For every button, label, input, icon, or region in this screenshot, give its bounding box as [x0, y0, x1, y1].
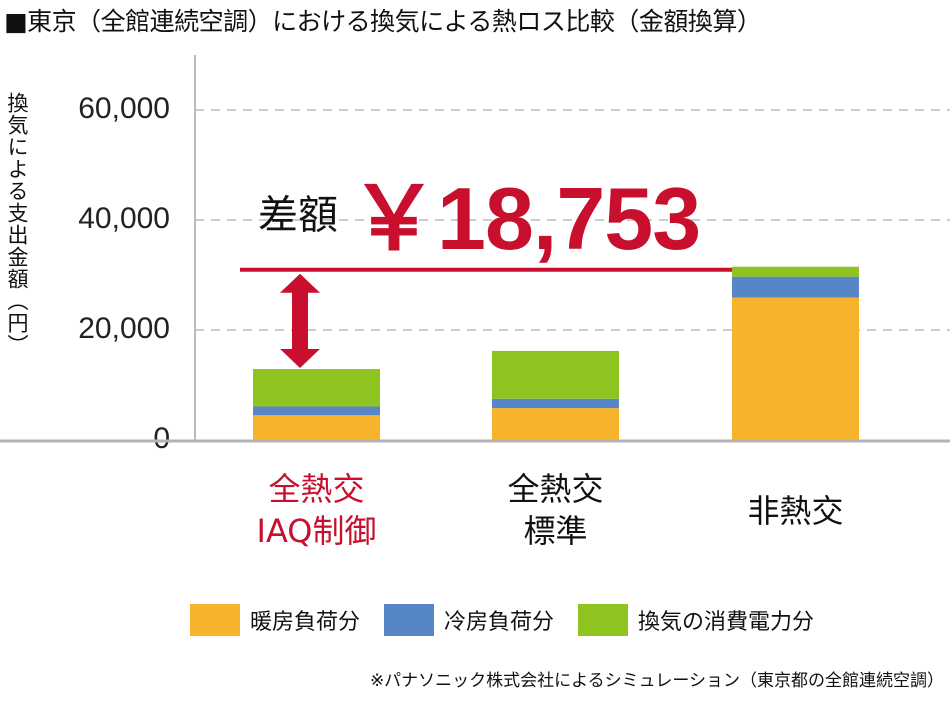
chart-title: ■東京（全館連続空調）における換気による熱ロス比較（金額換算） [4, 7, 762, 36]
difference-label: 差額 [258, 192, 338, 239]
bar-segment [492, 398, 619, 409]
x-tick-label: 全熱交 IAQ制御 [256, 470, 377, 550]
bar-segment [253, 369, 380, 407]
y-tick-label: 60,000 [78, 92, 170, 125]
y-tick-label: 0 [153, 422, 170, 455]
difference-annotation: 差額 ￥18,753 [258, 148, 701, 275]
legend-item: 暖房負荷分 [190, 604, 360, 636]
y-tick-label: 20,000 [78, 312, 170, 345]
double-arrow-icon [280, 273, 320, 369]
bar-segment [732, 276, 859, 298]
legend-swatch [384, 604, 435, 636]
legend-swatch [578, 604, 629, 636]
difference-value: ￥18,753 [350, 169, 701, 268]
y-axis-label: 換気による支出金額（円） [5, 92, 29, 356]
legend: 暖房負荷分 冷房負荷分 換気の消費電力分 [190, 604, 814, 636]
bar-segment [492, 408, 619, 440]
x-tick-label: 全熱交 標準 [507, 470, 604, 550]
bar-segment [492, 350, 619, 399]
legend-item: 換気の消費電力分 [578, 604, 814, 636]
bar-segment [253, 406, 380, 416]
footnote: ※パナソニック株式会社によるシミュレーション（東京都の全館連続空調） [369, 671, 944, 691]
legend-label: 換気の消費電力分 [638, 610, 815, 635]
legend-item: 冷房負荷分 [384, 604, 554, 636]
bar-segment [253, 415, 380, 440]
legend-label: 冷房負荷分 [444, 610, 555, 635]
x-tick-label: 非熱交 [747, 492, 844, 530]
legend-label: 暖房負荷分 [250, 610, 361, 635]
bar-segment [732, 297, 859, 440]
legend-swatch [190, 604, 240, 636]
y-tick-label: 40,000 [78, 202, 170, 235]
bar-segment [732, 266, 859, 277]
